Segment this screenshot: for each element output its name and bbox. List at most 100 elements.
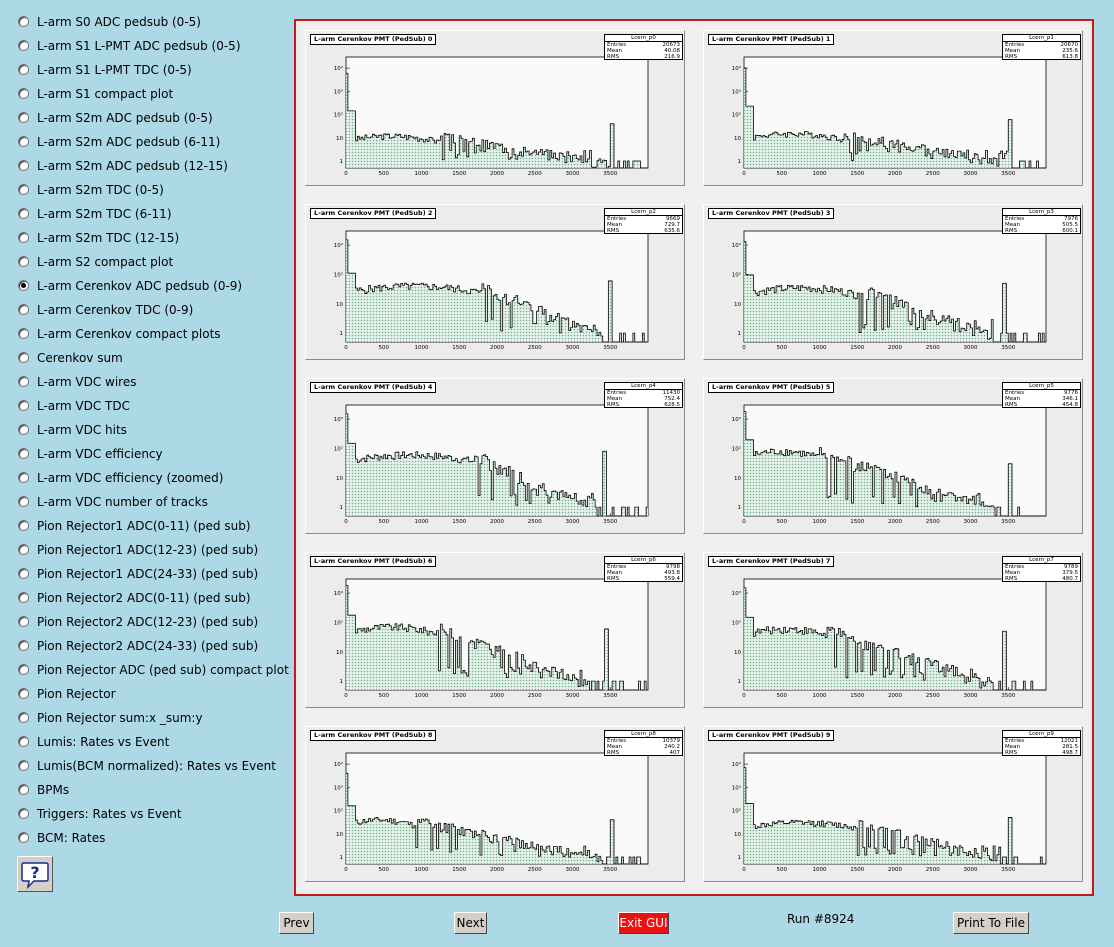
x-tick-label: 2000 <box>490 693 504 699</box>
radio-unselected-icon[interactable] <box>18 568 29 579</box>
radio-option[interactable]: L-arm S2m ADC pedsub (0-5) <box>18 110 288 134</box>
radio-unselected-icon[interactable] <box>18 664 29 675</box>
radio-unselected-icon[interactable] <box>18 40 29 51</box>
radio-selected-icon[interactable] <box>18 280 29 291</box>
stats-box: Lcern_p8 Entries 10379 Mean 240.2 RMS 407 <box>604 730 683 756</box>
y-tick-label: 1 <box>738 505 742 511</box>
radio-option[interactable]: L-arm VDC efficiency (zoomed) <box>18 470 288 494</box>
radio-unselected-icon[interactable] <box>18 496 29 507</box>
stats-value: 240.2 <box>664 744 680 750</box>
radio-unselected-icon[interactable] <box>18 424 29 435</box>
radio-option[interactable]: L-arm VDC hits <box>18 422 288 446</box>
radio-unselected-icon[interactable] <box>18 64 29 75</box>
x-tick-label: 1000 <box>813 171 827 177</box>
y-tick-label: 10⁴ <box>334 761 344 768</box>
radio-option[interactable]: Pion Rejector1 ADC(12-23) (ped sub) <box>18 542 288 566</box>
radio-option[interactable]: Pion Rejector sum:x _sum:y <box>18 710 288 734</box>
radio-option[interactable]: Lumis: Rates vs Event <box>18 734 288 758</box>
radio-unselected-icon[interactable] <box>18 808 29 819</box>
stats-value: 20670 <box>1060 42 1079 48</box>
radio-option[interactable]: L-arm S2 compact plot <box>18 254 288 278</box>
radio-option[interactable]: L-arm Cerenkov compact plots <box>18 326 288 350</box>
radio-option[interactable]: L-arm S2m TDC (12-15) <box>18 230 288 254</box>
histogram-title: L-arm Cerenkov PMT (PedSub) 2 <box>310 208 437 219</box>
x-tick-label: 3000 <box>566 693 580 699</box>
histogram-line <box>744 767 1046 865</box>
radio-option[interactable]: L-arm VDC efficiency <box>18 446 288 470</box>
radio-unselected-icon[interactable] <box>18 640 29 651</box>
radio-option[interactable]: L-arm S0 ADC pedsub (0-5) <box>18 14 288 38</box>
radio-option[interactable]: L-arm S2m ADC pedsub (6-11) <box>18 134 288 158</box>
radio-unselected-icon[interactable] <box>18 136 29 147</box>
radio-unselected-icon[interactable] <box>18 352 29 363</box>
radio-option-label: L-arm VDC efficiency <box>37 447 163 461</box>
exit-gui-button[interactable]: Exit GUI <box>618 912 669 934</box>
radio-unselected-icon[interactable] <box>18 88 29 99</box>
histogram-fill <box>346 585 648 690</box>
stats-value: 559.4 <box>664 576 680 582</box>
stats-row: Entries 7976 <box>1003 216 1080 222</box>
radio-unselected-icon[interactable] <box>18 232 29 243</box>
radio-option[interactable]: Pion Rejector2 ADC(24-33) (ped sub) <box>18 638 288 662</box>
radio-option[interactable]: Lumis(BCM normalized): Rates vs Event <box>18 758 288 782</box>
radio-option[interactable]: BPMs <box>18 782 288 806</box>
radio-option[interactable]: L-arm S1 compact plot <box>18 86 288 110</box>
radio-unselected-icon[interactable] <box>18 160 29 171</box>
radio-option[interactable]: Cerenkov sum <box>18 350 288 374</box>
stats-row: Mean 505.5 <box>1003 222 1080 228</box>
radio-option[interactable]: L-arm VDC number of tracks <box>18 494 288 518</box>
radio-unselected-icon[interactable] <box>18 712 29 723</box>
stats-box: Lcern_p4 Entries 11430 Mean 752.4 RMS 628.5 <box>604 382 683 408</box>
help-button[interactable]: ? <box>17 856 53 892</box>
histogram-canvas: 0 500 1000 1500 2000 2500 3000 3500 1 10 10² 10³ 10⁴… <box>294 19 1094 896</box>
radio-option-label: L-arm S2 compact plot <box>37 255 174 269</box>
x-tick-label: 2000 <box>490 345 504 351</box>
radio-option[interactable]: L-arm Cerenkov TDC (0-9) <box>18 302 288 326</box>
histogram-fill <box>744 241 1046 342</box>
radio-option[interactable]: BCM: Rates <box>18 830 288 854</box>
radio-unselected-icon[interactable] <box>18 400 29 411</box>
radio-option-label: Lumis(BCM normalized): Rates vs Event <box>37 759 276 773</box>
radio-unselected-icon[interactable] <box>18 208 29 219</box>
radio-option[interactable]: Pion Rejector <box>18 686 288 710</box>
radio-option[interactable]: Pion Rejector1 ADC(0-11) (ped sub) <box>18 518 288 542</box>
prev-button[interactable]: Prev <box>279 912 314 934</box>
radio-option[interactable]: L-arm Cerenkov ADC pedsub (0-9) <box>18 278 288 302</box>
radio-option[interactable]: Pion Rejector1 ADC(24-33) (ped sub) <box>18 566 288 590</box>
radio-option[interactable]: L-arm S2m TDC (6-11) <box>18 206 288 230</box>
radio-unselected-icon[interactable] <box>18 544 29 555</box>
radio-option[interactable]: L-arm S2m TDC (0-5) <box>18 182 288 206</box>
radio-unselected-icon[interactable] <box>18 760 29 771</box>
next-button[interactable]: Next <box>454 912 487 934</box>
print-to-file-button[interactable]: Print To File <box>953 912 1029 934</box>
radio-option[interactable]: L-arm VDC wires <box>18 374 288 398</box>
radio-unselected-icon[interactable] <box>18 376 29 387</box>
y-tick-label: 10 <box>336 136 343 142</box>
radio-option[interactable]: L-arm S2m ADC pedsub (12-15) <box>18 158 288 182</box>
radio-option[interactable]: L-arm S1 L-PMT ADC pedsub (0-5) <box>18 38 288 62</box>
radio-unselected-icon[interactable] <box>18 736 29 747</box>
radio-unselected-icon[interactable] <box>18 688 29 699</box>
radio-unselected-icon[interactable] <box>18 184 29 195</box>
radio-unselected-icon[interactable] <box>18 304 29 315</box>
radio-unselected-icon[interactable] <box>18 328 29 339</box>
radio-option[interactable]: Pion Rejector2 ADC(0-11) (ped sub) <box>18 590 288 614</box>
radio-unselected-icon[interactable] <box>18 112 29 123</box>
radio-option[interactable]: Triggers: Rates vs Event <box>18 806 288 830</box>
radio-unselected-icon[interactable] <box>18 448 29 459</box>
radio-unselected-icon[interactable] <box>18 472 29 483</box>
radio-unselected-icon[interactable] <box>18 16 29 27</box>
y-tick-label: 10³ <box>732 784 741 791</box>
radio-unselected-icon[interactable] <box>18 832 29 843</box>
radio-option[interactable]: Pion Rejector2 ADC(12-23) (ped sub) <box>18 614 288 638</box>
radio-unselected-icon[interactable] <box>18 784 29 795</box>
radio-unselected-icon[interactable] <box>18 520 29 531</box>
radio-option[interactable]: L-arm S1 L-PMT TDC (0-5) <box>18 62 288 86</box>
radio-unselected-icon[interactable] <box>18 592 29 603</box>
radio-unselected-icon[interactable] <box>18 256 29 267</box>
radio-option-label: Pion Rejector1 ADC(12-23) (ped sub) <box>37 543 259 557</box>
radio-option[interactable]: L-arm VDC TDC <box>18 398 288 422</box>
x-tick-label: 0 <box>344 345 348 351</box>
radio-option[interactable]: Pion Rejector ADC (ped sub) compact plot <box>18 662 289 686</box>
radio-unselected-icon[interactable] <box>18 616 29 627</box>
